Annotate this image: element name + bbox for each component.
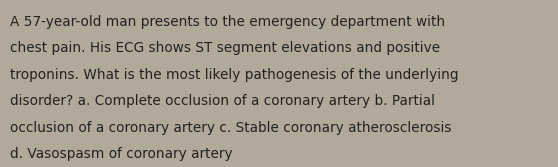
Text: A 57-year-old man presents to the emergency department with: A 57-year-old man presents to the emerge… xyxy=(10,15,445,29)
Text: troponins. What is the most likely pathogenesis of the underlying: troponins. What is the most likely patho… xyxy=(10,68,459,82)
Text: occlusion of a coronary artery c. Stable coronary atherosclerosis: occlusion of a coronary artery c. Stable… xyxy=(10,121,451,135)
Text: d. Vasospasm of coronary artery: d. Vasospasm of coronary artery xyxy=(10,147,233,161)
Text: chest pain. His ECG shows ST segment elevations and positive: chest pain. His ECG shows ST segment ele… xyxy=(10,41,440,55)
Text: disorder? a. Complete occlusion of a coronary artery b. Partial: disorder? a. Complete occlusion of a cor… xyxy=(10,94,435,108)
